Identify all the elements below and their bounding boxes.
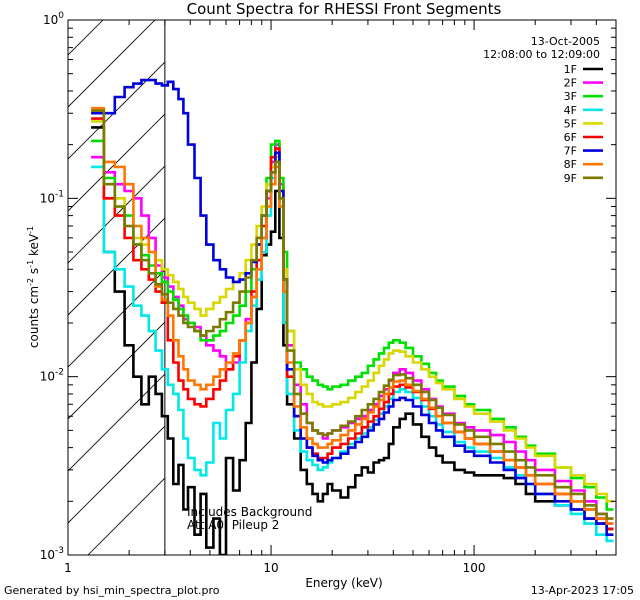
- footer-timestamp: 13-Apr-2023 17:05: [530, 584, 634, 597]
- x-tick-label: 100: [463, 561, 486, 575]
- hatch-lines: [68, 20, 165, 555]
- series-line-1f: [91, 126, 614, 555]
- footer-generated-by: Generated by hsi_min_spectra_plot.pro: [4, 584, 220, 597]
- y-tick-label: 10-1: [40, 189, 64, 205]
- legend-label-7f: 7F: [564, 145, 577, 158]
- hatch-line: [68, 61, 165, 160]
- legend-label-4f: 4F: [564, 104, 577, 117]
- legend-label-5f: 5F: [564, 117, 577, 130]
- hatch-line: [87, 477, 165, 555]
- plot-frame: [67, 19, 617, 556]
- legend-label-3f: 3F: [564, 90, 577, 103]
- x-axis-label: Energy (keV): [305, 576, 382, 590]
- series-line-7f: [91, 78, 614, 536]
- series-line-8f: [91, 106, 614, 525]
- hatch-line: [68, 113, 165, 212]
- hatch-line: [68, 269, 165, 368]
- legend-label-6f: 6F: [564, 131, 577, 144]
- y-axis-label: counts cm-2 s-1 keV-1: [26, 226, 41, 348]
- series-line-5f: [91, 120, 614, 503]
- x-tick-label: 10: [263, 561, 278, 575]
- hatched-region: [68, 20, 166, 555]
- y-tick-label: 10-3: [40, 546, 64, 562]
- time-range-label: 12:08:00 to 12:09:00: [483, 48, 600, 61]
- hatch-line: [68, 373, 165, 472]
- axis-ticks: 1 10 100 10-3 10-2 10-1 100: [40, 11, 617, 575]
- annotation-attenuator: Att A0, Pileup 2: [187, 518, 279, 532]
- hatch-line: [68, 20, 156, 108]
- series-layer: [91, 78, 614, 555]
- legend-label-9f: 9F: [564, 172, 577, 185]
- date-label: 13-Oct-2005: [531, 35, 600, 48]
- legend-label-8f: 8F: [564, 158, 577, 171]
- x-tick-label: 1: [64, 561, 72, 575]
- legend-label-1f: 1F: [564, 63, 577, 76]
- hatch-line: [68, 20, 104, 56]
- hatch-line: [68, 425, 165, 524]
- y-tick-label: 100: [43, 11, 64, 27]
- y-tick-label: 10-2: [40, 368, 64, 384]
- legend-label-2f: 2F: [564, 77, 577, 90]
- annotation-background: Includes Background: [187, 505, 312, 519]
- series-line-9f: [91, 109, 614, 520]
- chart-title: Count Spectra for RHESSI Front Segments: [187, 0, 502, 18]
- hatch-line: [68, 217, 165, 316]
